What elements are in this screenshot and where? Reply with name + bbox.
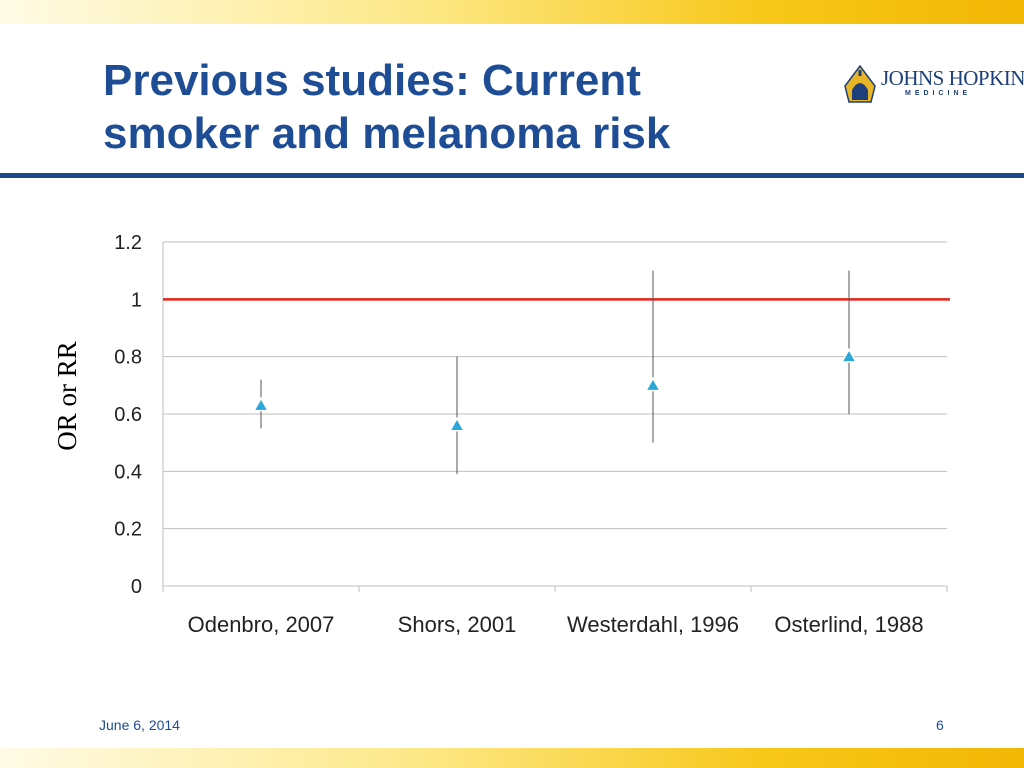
y-tick-label: 0.4 [114,461,142,483]
label-layer: 0 0.2 0.4 0.6 0.8 1 1.2 Odenbro, 2007 Shors, 200… [52,232,924,637]
y-tick-label: 0.2 [114,519,142,541]
data-layer [252,270,858,475]
grid-layer [163,241,947,530]
slide-title: Previous studies: Current smoker and mel… [103,54,803,160]
data-point [840,348,858,363]
y-axis-title: OR or RR [52,341,82,451]
data-point [644,376,662,392]
logo-text: JOHNS HOPKINS [881,66,1024,90]
x-category-label: Westerdahl, 1996 [567,612,739,637]
johns-hopkins-logo: JOHNS HOPKINS MEDICINE [843,62,1024,108]
y-tick-label: 0 [131,576,142,598]
footer-date: June 6, 2014 [99,717,180,733]
x-category-label: Shors, 2001 [398,612,517,637]
y-tick-label: 1.2 [114,232,142,254]
logo-subtext: MEDICINE [905,90,972,97]
y-tick-label: 0.8 [114,347,142,369]
y-tick-label: 0.6 [114,404,142,426]
x-category-label: Osterlind, 1988 [774,612,923,637]
top-decorative-band [0,0,1024,24]
bottom-decorative-band [0,748,1024,768]
axis-layer [162,242,948,592]
data-point [252,396,270,412]
title-line-1: Previous studies: Current [103,56,641,105]
title-line-2: smoker and melanoma risk [103,109,671,158]
x-category-label: Odenbro, 2007 [188,612,335,637]
dome-icon [844,64,876,103]
data-point [448,416,466,432]
title-divider [0,173,1024,178]
page-number: 6 [936,717,944,733]
y-tick-label: 1 [131,289,142,311]
